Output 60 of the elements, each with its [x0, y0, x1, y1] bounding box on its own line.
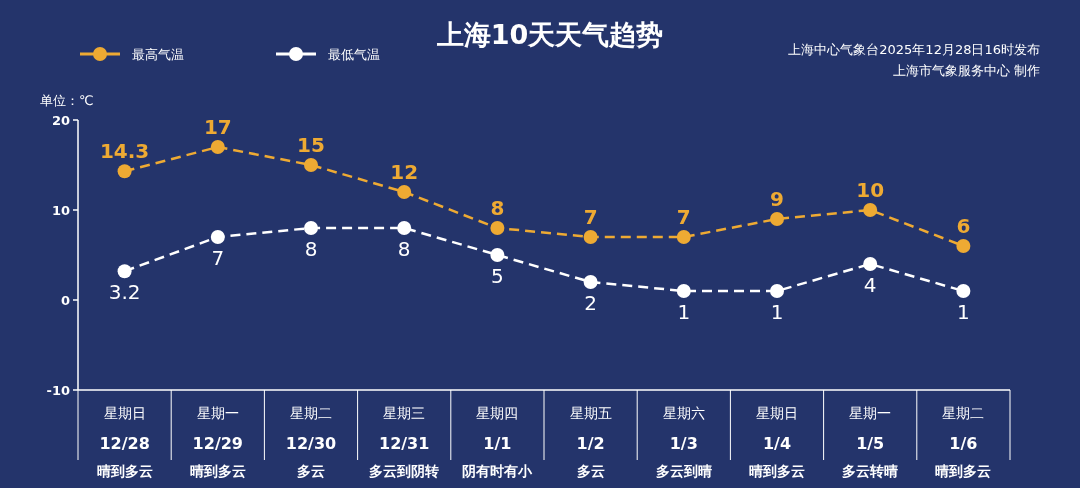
data-label: 8 — [397, 237, 411, 261]
data-label: 1 — [770, 300, 784, 324]
point — [397, 221, 412, 235]
point — [117, 164, 132, 179]
data-label: 7 — [583, 205, 598, 229]
x-tick-label: 星期三 12/31 多云到阴转 — [369, 405, 440, 479]
chart-title: 上海10天天气趋势 — [435, 19, 664, 50]
point — [956, 239, 971, 253]
text: 上海市气象服务中心 制作 — [892, 63, 1040, 78]
data-label: 3.2 — [108, 280, 141, 305]
x-tick-label: 星期一 12/29 晴到多云 — [189, 405, 246, 479]
x-tick-label: 星期日 1/4 晴到多云 — [749, 405, 805, 479]
point — [304, 221, 318, 235]
data-label: 15 — [297, 133, 325, 157]
y-tick-label: 10 — [51, 203, 70, 218]
x-tick-label: 星期二 1/6 晴到多云 — [935, 405, 992, 479]
x-tick-label: 星期六 1/3 多云到晴 — [655, 405, 712, 479]
data-label: 5 — [491, 264, 504, 288]
point — [583, 275, 598, 289]
data-label: 12 — [390, 160, 419, 184]
point — [770, 212, 784, 226]
data-label: 1 — [957, 300, 970, 324]
point — [676, 230, 691, 244]
point — [490, 221, 505, 235]
data-label: 4 — [863, 273, 877, 297]
y-tick-label: 0 — [60, 293, 70, 308]
x-tick-label: 星期二 12/30 多云 — [285, 405, 337, 479]
point — [956, 284, 971, 298]
point — [770, 284, 784, 298]
x-tick-label: 星期一 1/5 多云转晴 — [842, 405, 899, 479]
point — [863, 203, 878, 217]
data-label: 8 — [304, 237, 318, 261]
data-label: 6 — [956, 214, 971, 238]
data-label: 7 — [676, 205, 691, 229]
legend-label: 最高气温 — [132, 47, 184, 62]
data-label: 1 — [677, 300, 691, 324]
x-tick-label: 星期五 1/2 多云 — [569, 405, 612, 479]
legend-label: 最低气温 — [328, 47, 380, 62]
data-label: 8 — [490, 196, 505, 220]
x-tick-label: 星期日 12/28 晴到多云 — [96, 405, 153, 479]
point — [210, 230, 225, 244]
data-label: 7 — [211, 246, 225, 270]
point — [490, 248, 505, 262]
data-label: 9 — [770, 187, 784, 211]
y-tick-label: -10 — [46, 383, 70, 398]
point — [397, 185, 412, 199]
point — [583, 230, 598, 244]
point — [210, 140, 225, 154]
data-label: 17 — [203, 115, 232, 139]
y-tick-label: 20 — [51, 113, 70, 128]
point — [863, 257, 878, 271]
point — [304, 158, 318, 172]
data-label: 14.3 — [99, 139, 150, 164]
data-label: 10 — [856, 178, 885, 202]
point — [117, 264, 132, 279]
data-label: 2 — [584, 291, 597, 315]
y-axis-title: 单位：℃ — [40, 93, 94, 108]
point — [676, 284, 691, 298]
text: 上海中心气象台2025年12月28日16时发布 — [788, 42, 1040, 57]
x-tick-label: 星期四 1/1 阴有时有小 — [462, 405, 534, 479]
